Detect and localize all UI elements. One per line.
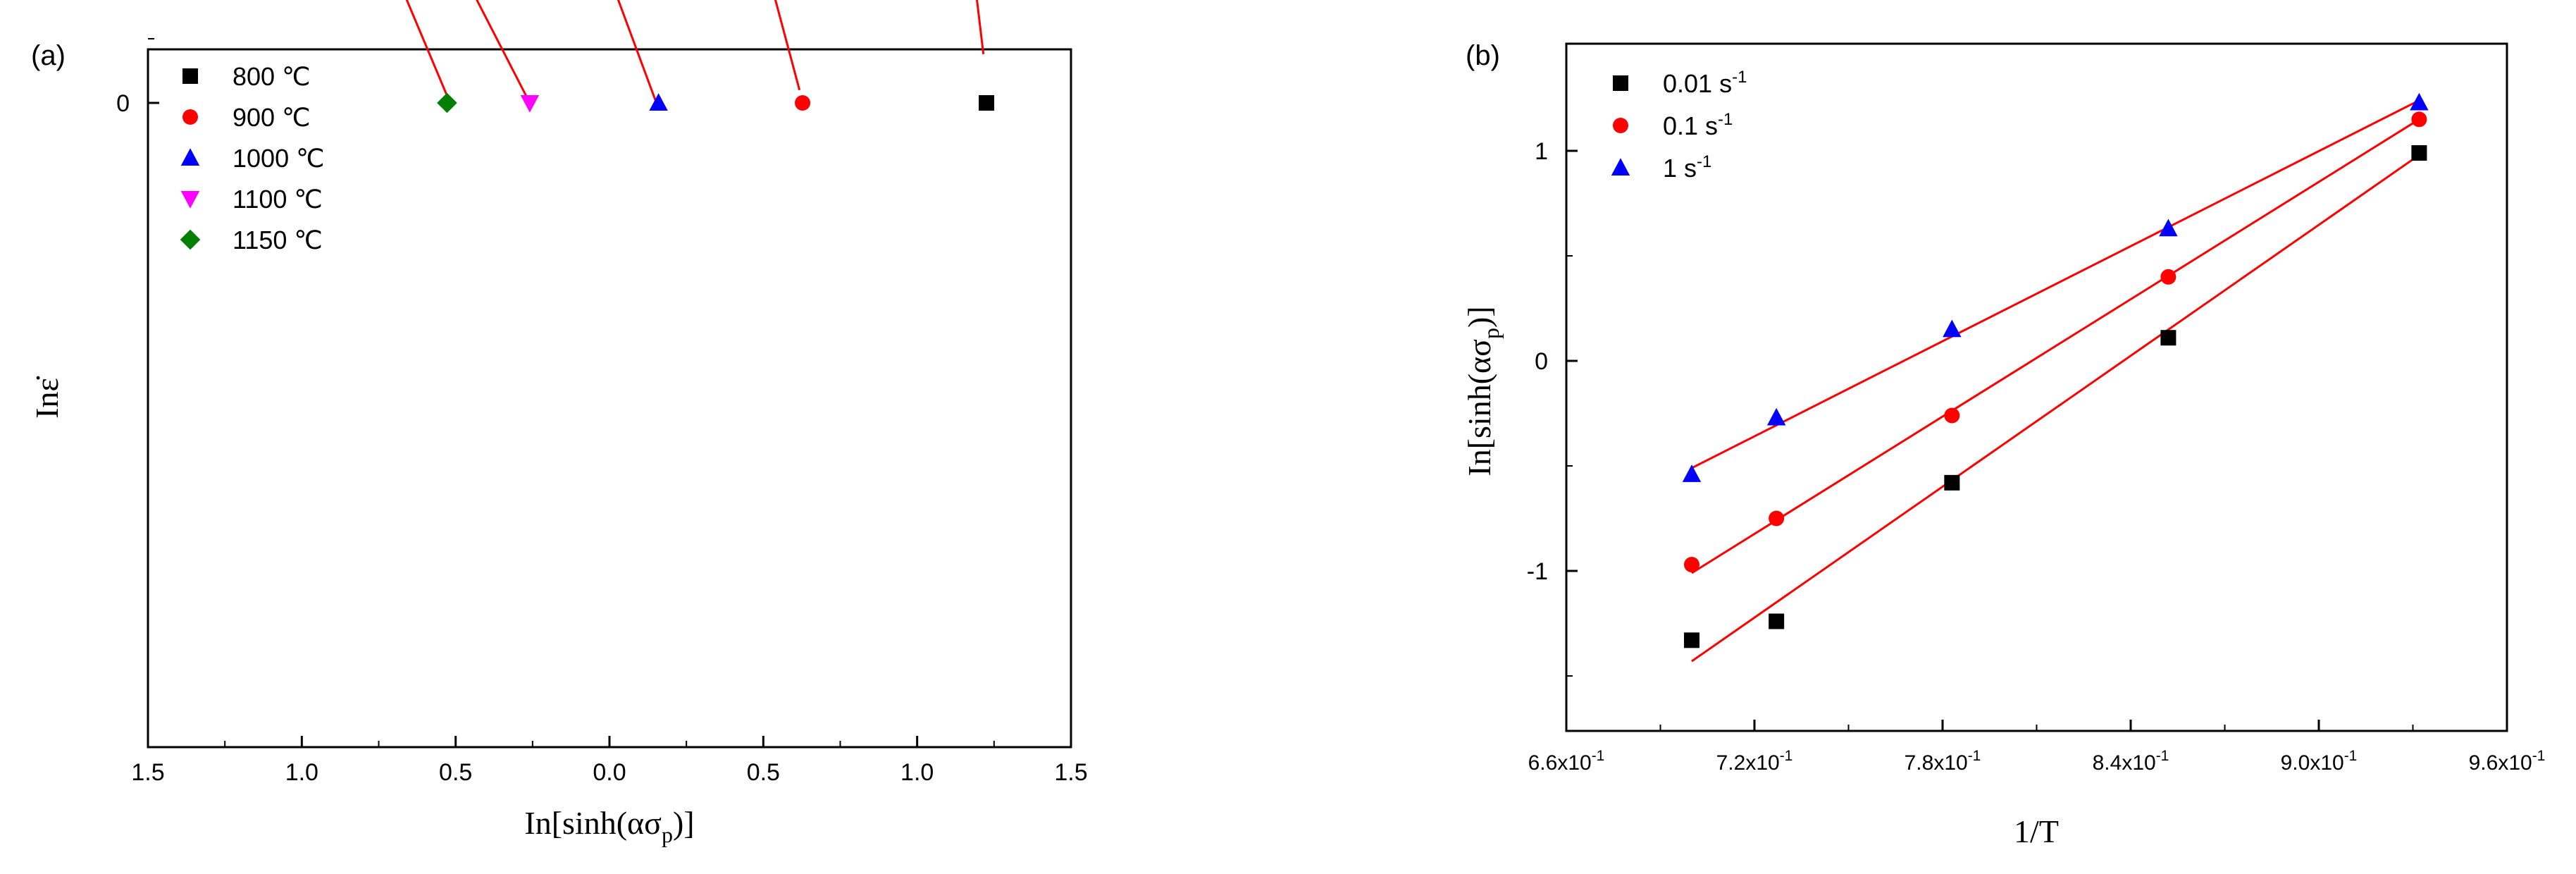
y-tick-label: 0 [1535, 348, 1548, 375]
panel-a-x-axis-title: In[sinh(ασp)] [524, 805, 694, 847]
fit-line [617, 0, 657, 101]
data-point [2411, 144, 2427, 161]
panel-a-y-axis: 012-3-4-5 [116, 38, 159, 117]
data-point [2159, 218, 2178, 237]
y-tick-label: -1 [1527, 558, 1548, 585]
data-point [2410, 92, 2429, 111]
data-point [1944, 474, 1960, 491]
panel-b: (b) 6.6x10-1 7.2x10-1 7.8x10-1 8.4x10-1 9.0x… [1461, 40, 2545, 849]
fit-line [1691, 154, 2420, 663]
data-point [649, 93, 668, 111]
data-point [1943, 319, 1962, 338]
legend-marker [180, 148, 200, 166]
x-tick-label: 1.5 [131, 759, 164, 786]
data-point [1682, 464, 1702, 482]
fit-line [405, 0, 452, 104]
y-tick-label: 0 [116, 90, 130, 117]
legend-marker [182, 68, 198, 84]
panel-a: (a) 1.5 1.0 0.5 0.0 0.5 1.0 1.5 012-3-4-5 800 … [29, 0, 1088, 847]
panel-b-legend: 0.01 s-1 0.1 s-1 1 s-1 [1611, 68, 1747, 183]
panel-a-x-axis: 1.5 1.0 0.5 0.0 0.5 1.0 1.5 [131, 736, 1088, 786]
data-point [979, 95, 995, 111]
x-tick-label: 0.5 [747, 759, 780, 786]
legend-label: 1150 ℃ [233, 226, 323, 254]
panel-a-data-points [437, 92, 995, 113]
x-tick-label: 0.5 [439, 759, 472, 786]
legend-marker [182, 109, 198, 125]
legend-marker [180, 229, 201, 250]
data-point [1766, 407, 1786, 426]
data-point [2411, 111, 2427, 128]
data-point [795, 95, 811, 111]
panel-b-x-axis: 6.6x10-1 7.2x10-1 7.8x10-1 8.4x10-1 9.0x10-1… [1528, 720, 2546, 775]
panel-b-y-axis: -1 0 1 [1527, 138, 1578, 677]
data-point [1769, 510, 1785, 527]
panel-b-label: (b) [1466, 40, 1500, 71]
x-tick-label: 1.5 [1054, 759, 1087, 786]
legend-label: 800 ℃ [233, 62, 311, 91]
legend-label: 1100 ℃ [233, 185, 323, 214]
legend-label: 0.1 s-1 [1663, 110, 1733, 140]
x-tick-label: 1.0 [285, 759, 318, 786]
data-point [520, 95, 540, 113]
legend-label: 1 s-1 [1663, 152, 1711, 183]
x-tick-label: 7.2x10-1 [1716, 748, 1793, 775]
panel-a-label: (a) [31, 40, 66, 71]
legend-marker [1613, 118, 1628, 133]
panel-b-y-axis-title: In[sinh(ασp)] [1461, 306, 1504, 476]
data-point [437, 92, 457, 113]
data-point [2160, 330, 2176, 346]
panel-b-fit-lines [1691, 99, 2420, 663]
data-point [1769, 613, 1785, 629]
x-tick-label: 8.4x10-1 [2093, 748, 2169, 775]
panel-a-y-axis-title: Inε̇ [29, 376, 65, 419]
fit-line [1691, 118, 2420, 574]
legend-marker [180, 191, 200, 209]
x-tick-label: 1.0 [900, 759, 934, 786]
legend-label: 1000 ℃ [233, 144, 325, 173]
x-tick-label: 6.6x10-1 [1528, 748, 1605, 775]
panel-b-data-points [1682, 92, 2429, 648]
fit-line [1691, 99, 2420, 469]
x-tick-label: 9.6x10-1 [2469, 748, 2546, 775]
data-point [1684, 557, 1699, 573]
panel-a-fit-lines [405, 0, 985, 104]
data-point [1944, 407, 1960, 424]
y-tick-label: 1 [1535, 138, 1548, 165]
panel-b-x-axis-title: 1/T [2014, 813, 2059, 849]
legend-marker [1611, 158, 1630, 176]
legend-label: 0.01 s-1 [1663, 68, 1747, 98]
data-point [2160, 269, 2176, 285]
fit-line [476, 0, 531, 104]
legend-label: 900 ℃ [233, 103, 311, 132]
x-tick-label: 7.8x10-1 [1905, 748, 1981, 775]
data-point [1684, 632, 1699, 648]
x-tick-label: 9.0x10-1 [2281, 748, 2358, 775]
legend-marker [1613, 75, 1628, 91]
panel-a-legend: 800 ℃ 900 ℃ 1000 ℃ 1100 ℃ 1150 ℃ [180, 62, 325, 254]
x-tick-label: 0.0 [593, 759, 626, 786]
